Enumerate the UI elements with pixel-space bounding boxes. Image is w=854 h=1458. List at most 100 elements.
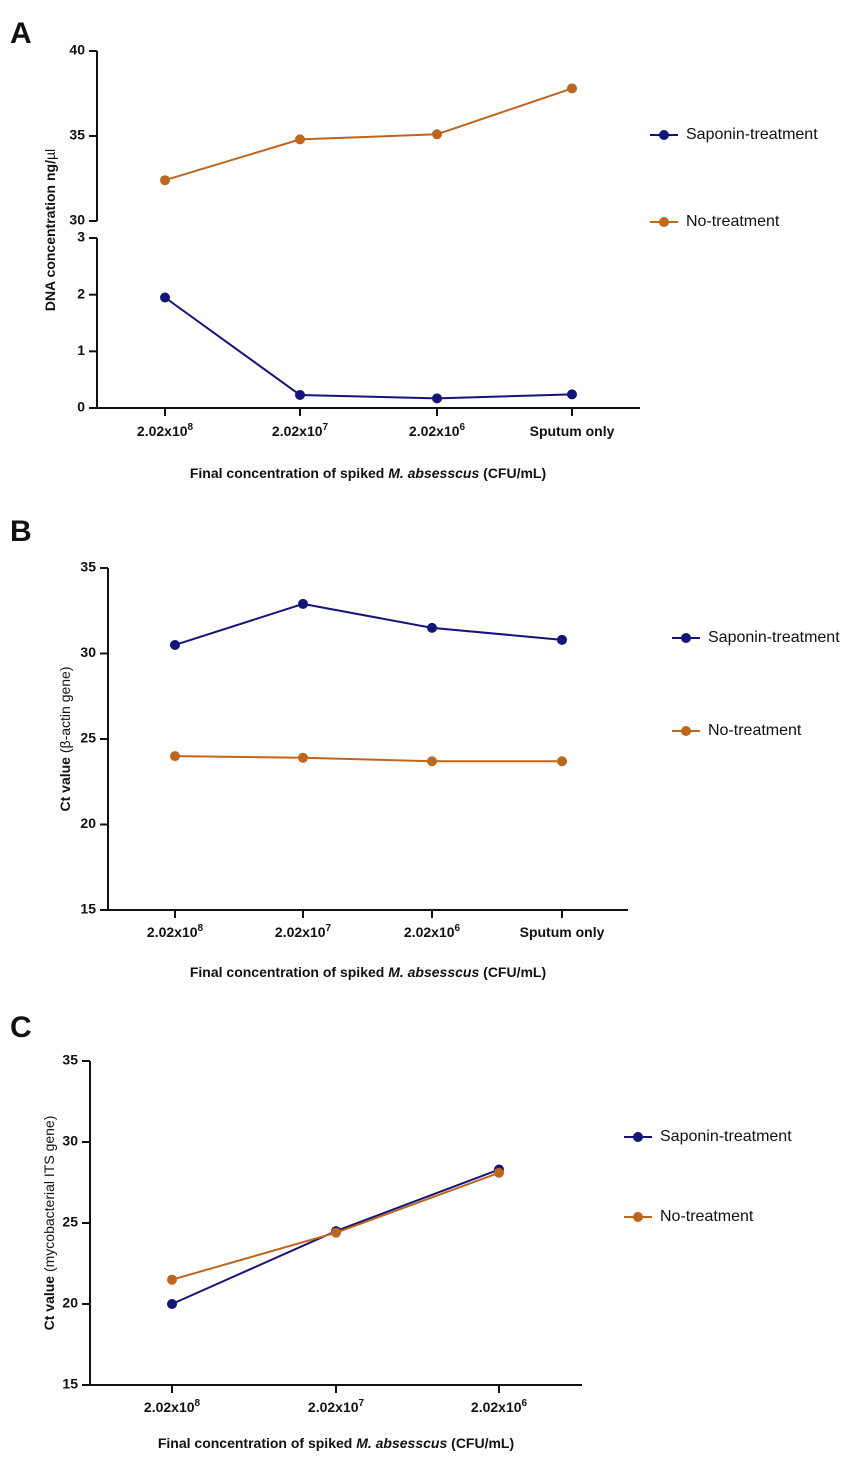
a-point-s0-1: [295, 389, 305, 400]
b-xtick-label-3: Sputum only: [520, 924, 605, 940]
a-legend-label-1: No-treatment: [686, 213, 780, 230]
b-xtick-label-2: 2.02x106: [404, 923, 461, 940]
a-x-axis-title-prefix: Final concentration of spiked: [190, 465, 388, 481]
a-point-s0-0: [160, 292, 170, 303]
c-xtick-label-2: 2.02x106: [471, 1398, 528, 1415]
b-legend-marker-0: [681, 633, 691, 643]
c-point-s1-2: [494, 1167, 504, 1178]
a-y-axis-title-text: DNA concentration ng/: [42, 160, 58, 311]
a-x-axis-title-organism: M. absesscus: [388, 465, 479, 481]
b-point-s0-0: [170, 639, 180, 650]
a-legend-marker-1: [659, 217, 669, 227]
a-xtick-label-1: 2.02x107: [272, 422, 329, 439]
a-legend-marker-0: [659, 130, 669, 140]
c-point-s0-0: [167, 1299, 177, 1309]
b-x-axis-title: Final concentration of spiked M. absessc…: [190, 964, 546, 980]
a-xtick-label-2-exponent: 6: [460, 422, 466, 433]
b-xtick-label-1: 2.02x107: [275, 923, 332, 940]
a-ytick-label-upper-0: 30: [69, 212, 85, 228]
c-point-s1-0: [167, 1274, 177, 1285]
panel-letter-b: B: [10, 515, 32, 548]
b-xtick-label-0-exponent: 8: [198, 923, 204, 934]
b-xtick-label-0: 2.02x108: [147, 923, 204, 940]
a-xtick-label-2: 2.02x106: [409, 422, 466, 439]
a-xtick-label-1-exponent: 7: [323, 422, 329, 433]
c-xtick-label-2-exponent: 6: [522, 1398, 528, 1409]
b-ytick-label-0: 15: [80, 901, 96, 917]
a-ytick-label-upper-2: 40: [69, 42, 85, 58]
b-y-axis-title-bold: Ct value: [57, 757, 73, 812]
c-y-axis-title: Ct value (mycobacterial ITS gene): [41, 1116, 57, 1331]
b-xtick-label-1-text: 2.02x10: [275, 924, 326, 940]
c-legend-label-1: No-treatment: [660, 1208, 754, 1225]
a-xtick-label-0-exponent: 8: [188, 422, 194, 433]
a-ytick-label-lower-3: 3: [77, 229, 85, 245]
a-x-axis-title: Final concentration of spiked M. absessc…: [190, 465, 546, 481]
b-ytick-label-2: 25: [80, 730, 96, 746]
b-xtick-label-2-exponent: 6: [455, 923, 461, 934]
b-point-s1-2: [427, 756, 437, 767]
a-series-line-1: [164, 87, 573, 182]
c-y-axis-title-bold: Ct value: [41, 1276, 57, 1331]
c-legend-marker-1: [633, 1212, 643, 1222]
a-y-axis-title-symbol: µ: [42, 152, 58, 160]
b-point-s1-0: [170, 751, 180, 762]
b-x-axis-title-prefix: Final concentration of spiked: [190, 964, 388, 980]
b-legend-label-0: Saponin-treatment: [708, 629, 840, 646]
c-xtick-label-2-text: 2.02x10: [471, 1399, 522, 1415]
a-xtick-label-3-text: Sputum only: [530, 423, 615, 439]
c-xtick-label-0-text: 2.02x10: [144, 1399, 195, 1415]
a-ytick-label-lower-1: 1: [77, 342, 85, 358]
b-ytick-label-4: 35: [80, 559, 96, 575]
c-xtick-label-0: 2.02x108: [144, 1398, 201, 1415]
a-xtick-label-0-text: 2.02x10: [137, 423, 188, 439]
a-ytick-label-upper-1: 35: [69, 127, 85, 143]
b-point-s0-3: [557, 634, 567, 645]
c-xtick-label-0-exponent: 8: [195, 1398, 201, 1409]
c-y-axis-title-gene: (mycobacterial ITS gene): [41, 1116, 57, 1276]
b-point-s1-1: [298, 752, 308, 763]
b-legend-label-1: No-treatment: [708, 722, 802, 739]
a-xtick-label-2-text: 2.02x10: [409, 423, 460, 439]
c-legend-label-0: Saponin-treatment: [660, 1128, 792, 1145]
a-series-line-0: [164, 296, 573, 400]
a-y-axis-title: DNA concentration ng/µl: [42, 149, 58, 311]
a-xtick-label-3: Sputum only: [530, 423, 615, 439]
a-xtick-label-0: 2.02x108: [137, 422, 194, 439]
b-legend-marker-1: [681, 726, 691, 736]
a-point-s1-1: [295, 134, 305, 145]
b-xtick-label-0-text: 2.02x10: [147, 924, 198, 940]
b-y-axis-title: Ct value (β-actin gene): [57, 666, 73, 811]
b-x-axis-title-organism: M. absesscus: [388, 964, 479, 980]
b-series-line-0: [174, 602, 563, 646]
a-ytick-label-lower-0: 0: [77, 399, 85, 415]
a-x-axis-title-units: (CFU/mL): [479, 465, 546, 481]
a-point-s0-2: [432, 393, 442, 404]
a-point-s0-3: [567, 389, 577, 400]
c-x-axis-title-units: (CFU/mL): [447, 1435, 514, 1451]
b-series-line-1: [174, 755, 562, 763]
b-point-s1-3: [557, 756, 567, 767]
a-point-s1-2: [432, 129, 442, 140]
c-ytick-label-2: 25: [62, 1214, 78, 1230]
a-xtick-label-1-text: 2.02x10: [272, 423, 323, 439]
a-point-s1-3: [567, 83, 577, 94]
b-xtick-label-3-text: Sputum only: [520, 924, 605, 940]
a-y-axis-title-tail: l: [42, 149, 58, 152]
c-point-s1-1: [331, 1227, 341, 1238]
b-x-axis-title-units: (CFU/mL): [479, 964, 546, 980]
panel-letter-c: C: [10, 1011, 32, 1044]
b-ytick-label-3: 30: [80, 644, 96, 660]
b-ytick-label-1: 20: [80, 815, 96, 831]
c-x-axis-title: Final concentration of spiked M. absessc…: [158, 1435, 514, 1451]
b-point-s0-2: [427, 622, 437, 633]
b-xtick-label-1-exponent: 7: [326, 923, 332, 934]
c-ytick-label-3: 30: [62, 1133, 78, 1149]
c-xtick-label-1-text: 2.02x10: [308, 1399, 359, 1415]
a-ytick-label-lower-2: 2: [77, 285, 85, 301]
c-x-axis-title-organism: M. absesscus: [356, 1435, 447, 1451]
a-point-s1-0: [160, 175, 170, 186]
c-legend-marker-0: [633, 1132, 643, 1142]
b-xtick-label-2-text: 2.02x10: [404, 924, 455, 940]
